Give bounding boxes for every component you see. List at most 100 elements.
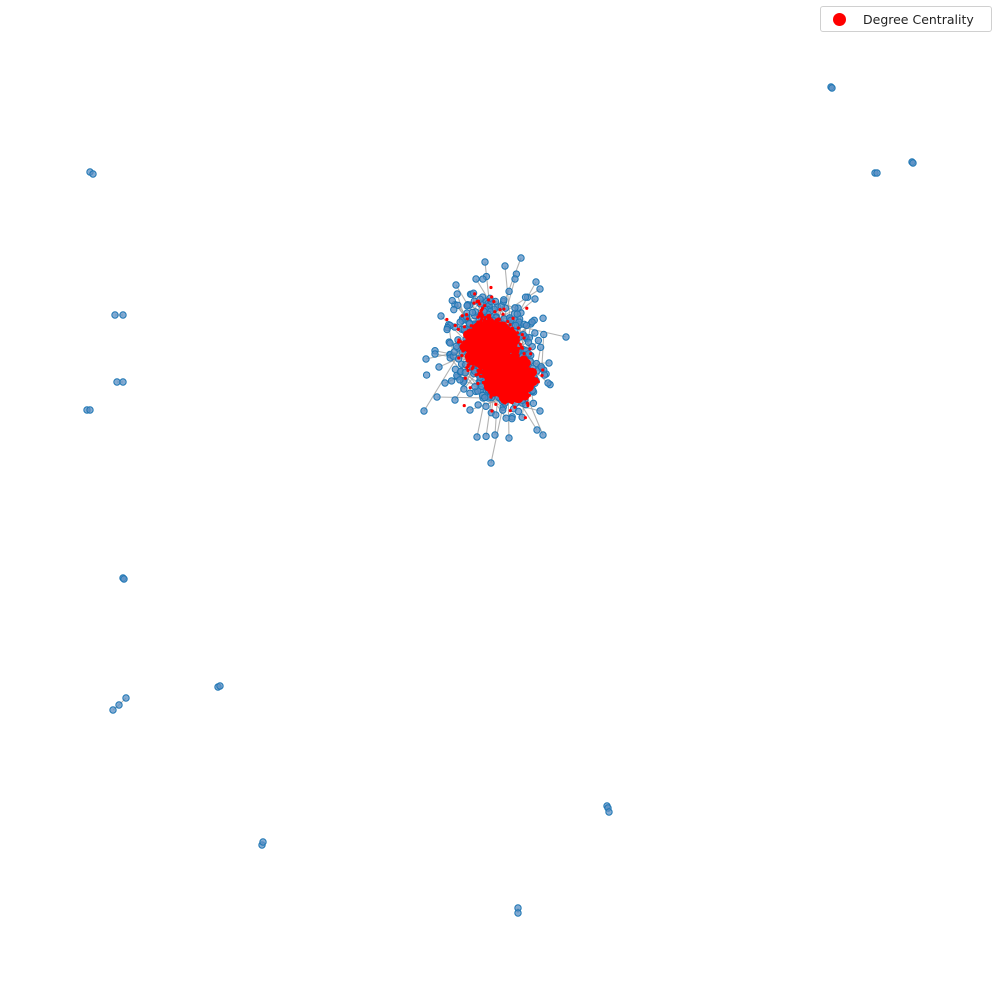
degree-centrality-marker — [468, 386, 472, 390]
cluster-node — [454, 301, 462, 309]
isolated-node — [120, 575, 128, 583]
degree-centrality-marker — [510, 346, 520, 356]
degree-centrality-marker — [525, 306, 529, 310]
peripheral-node — [452, 281, 460, 289]
cluster-node — [481, 393, 489, 402]
degree-centrality-marker — [480, 312, 484, 316]
cluster-node — [511, 304, 519, 312]
isolated-node — [605, 808, 613, 816]
peripheral-node — [472, 275, 480, 283]
degree-centrality-marker — [456, 327, 460, 331]
isolated-node — [89, 170, 97, 178]
isolated-node — [119, 378, 127, 386]
degree-centrality-marker — [490, 409, 494, 413]
spoke-edge — [504, 288, 541, 313]
isolated-node — [111, 311, 119, 319]
node-layer — [83, 83, 917, 917]
degree-centrality-marker — [490, 359, 500, 369]
peripheral-node — [544, 379, 552, 387]
peripheral-node — [531, 295, 539, 303]
degree-centrality-marker — [483, 304, 487, 308]
degree-centrality-marker — [498, 323, 508, 333]
degree-centrality-marker — [516, 374, 526, 384]
degree-centrality-marker — [453, 323, 457, 328]
degree-centrality-marker — [474, 373, 478, 377]
peripheral-node — [505, 434, 513, 442]
cluster-node — [531, 329, 539, 337]
degree-centrality-marker — [494, 402, 498, 406]
peripheral-node — [473, 433, 481, 441]
legend-label: Degree Centrality — [863, 11, 974, 27]
degree-centrality-marker — [457, 356, 461, 360]
degree-centrality-marker — [480, 364, 484, 368]
degree-centrality-marker — [481, 306, 485, 310]
degree-centrality-marker — [502, 366, 506, 370]
degree-centrality-marker — [462, 325, 467, 329]
isolated-node — [909, 159, 917, 167]
degree-centrality-marker — [484, 372, 494, 382]
cluster-node — [529, 399, 538, 407]
degree-centrality-marker — [456, 340, 461, 344]
peripheral-node — [562, 333, 570, 341]
degree-centrality-marker — [522, 336, 526, 340]
degree-centrality-marker — [486, 298, 491, 302]
peripheral-node — [422, 355, 430, 363]
degree-centrality-marker — [484, 340, 494, 350]
cluster-node — [539, 314, 547, 322]
isolated-node — [115, 701, 123, 709]
degree-centrality-marker — [509, 399, 513, 403]
degree-centrality-marker — [464, 313, 469, 317]
peripheral-node — [511, 275, 519, 283]
cluster-node — [536, 343, 545, 352]
peripheral-node — [491, 431, 499, 439]
isolated-node — [119, 311, 127, 319]
edge-layer — [87, 86, 914, 913]
degree-centrality-marker — [508, 323, 512, 327]
degree-centrality-marker — [541, 368, 545, 372]
degree-centrality-marker — [513, 353, 517, 358]
degree-centrality-marker — [516, 335, 521, 339]
degree-centrality-marker — [505, 326, 509, 330]
peripheral-node — [451, 396, 459, 404]
degree-centrality-marker — [501, 312, 505, 316]
degree-centrality-marker — [511, 316, 515, 320]
degree-centrality-marker — [487, 313, 492, 317]
cluster-node — [479, 275, 487, 283]
cluster-node — [499, 406, 507, 414]
cluster-node — [482, 432, 490, 441]
cluster-node — [460, 385, 468, 393]
cluster-node — [446, 339, 454, 347]
degree-centrality-marker — [510, 326, 514, 330]
peripheral-node — [433, 393, 441, 401]
degree-centrality-marker — [463, 330, 473, 340]
degree-centrality-marker — [518, 381, 528, 391]
legend-marker-icon — [833, 12, 846, 26]
degree-centrality-marker — [528, 347, 532, 351]
degree-centrality-marker — [498, 308, 502, 312]
cluster-node — [447, 377, 456, 385]
peripheral-node — [441, 379, 449, 387]
degree-centrality-marker — [460, 354, 464, 358]
peripheral-node — [431, 350, 439, 358]
cluster-node — [521, 293, 530, 301]
degree-centrality-marker — [476, 381, 480, 386]
degree-centrality-marker — [507, 367, 517, 377]
peripheral-node — [545, 359, 553, 367]
degree-centrality-marker — [513, 392, 523, 402]
cluster-node — [453, 290, 461, 298]
peripheral-node — [539, 431, 547, 439]
cluster-node — [513, 310, 521, 318]
degree-centrality-marker — [497, 354, 507, 364]
degree-centrality-marker — [516, 326, 520, 330]
degree-centrality-marker — [490, 295, 494, 299]
cluster-node — [492, 411, 500, 419]
isolated-node — [113, 378, 121, 386]
degree-centrality-marker — [506, 319, 510, 324]
cluster-node — [514, 407, 523, 416]
degree-centrality-marker — [468, 362, 472, 366]
peripheral-node — [533, 426, 541, 434]
isolated-node — [216, 682, 224, 690]
cluster-node — [528, 318, 536, 326]
degree-centrality-marker — [465, 317, 470, 321]
cluster-node — [482, 402, 490, 411]
